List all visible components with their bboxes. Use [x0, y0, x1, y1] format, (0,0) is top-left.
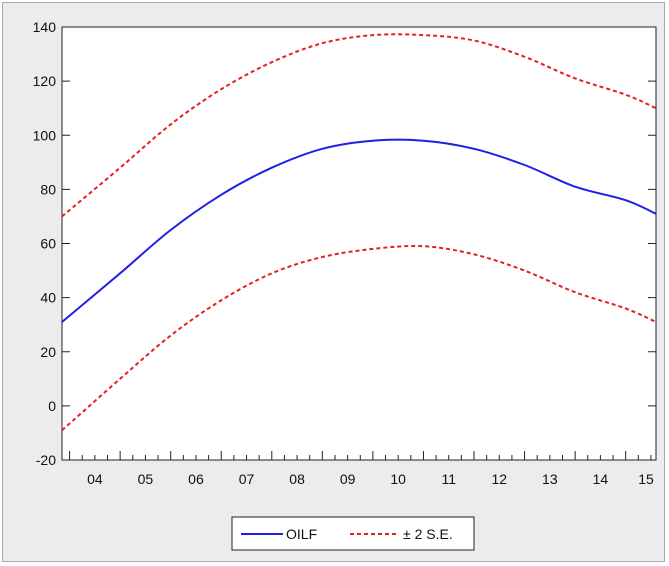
series-line-oilf — [61, 138, 657, 323]
axes: -20 0 20 40 60 80 100 120 140 04 05 06 07 08 09 10 11 12 1… — [33, 19, 656, 487]
y-tick-label: -20 — [36, 452, 56, 468]
x-tick-label: 15 — [638, 471, 654, 487]
y-tick-label: 120 — [33, 73, 57, 89]
y-tick-label: 100 — [33, 127, 57, 143]
x-tick-label: 08 — [289, 471, 305, 487]
x-tick-label: 07 — [239, 471, 255, 487]
x-tick-label: 11 — [441, 471, 456, 487]
y-tick-label: 40 — [40, 290, 56, 306]
y-tick-label: 60 — [40, 236, 56, 252]
x-tick-label: 12 — [491, 471, 507, 487]
legend-label-oilf: OILF — [286, 526, 317, 542]
legend-label-se: ± 2 S.E. — [403, 526, 453, 542]
x-tick-label: 05 — [138, 471, 154, 487]
plot-area — [61, 26, 657, 461]
x-tick-label: 13 — [542, 471, 558, 487]
series-line-lower-se — [61, 244, 657, 431]
y-tick-label: 20 — [40, 344, 56, 360]
x-tick-label: 04 — [87, 471, 103, 487]
y-tick-label: 0 — [48, 398, 56, 414]
x-tick-label: 09 — [340, 471, 356, 487]
x-tick-label: 14 — [593, 471, 609, 487]
series-group — [61, 33, 657, 431]
legend: OILF ± 2 S.E. — [231, 516, 475, 551]
y-tick-label: 80 — [40, 181, 56, 197]
y-tick-label: 140 — [33, 19, 57, 35]
x-tick-label: 06 — [188, 471, 204, 487]
x-tick-label: 10 — [390, 471, 406, 487]
series-line-upper-se — [61, 33, 657, 218]
